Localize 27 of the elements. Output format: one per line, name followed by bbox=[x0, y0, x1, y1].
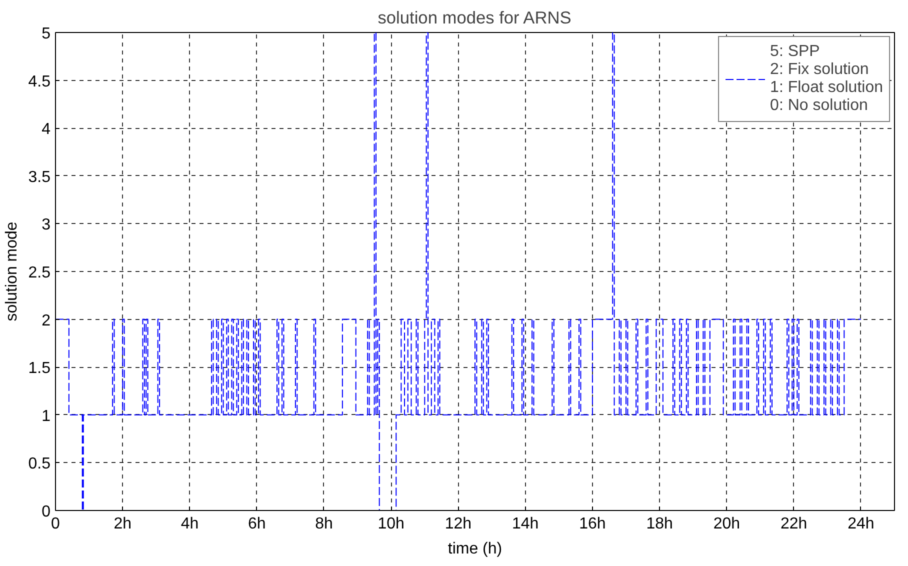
x-tick-label: 22h bbox=[780, 516, 808, 532]
chart-title: solution modes for ARNS bbox=[378, 8, 572, 28]
y-tick-label: 4.5 bbox=[28, 73, 51, 90]
legend-label: 5: SPP 2: Fix solution 1: Float solution 0: No solution bbox=[770, 43, 883, 115]
y-tick-label: 1.5 bbox=[28, 360, 51, 378]
x-tick-label: 12h bbox=[444, 516, 472, 532]
y-tick-label: 0.5 bbox=[28, 456, 51, 473]
y-tick-label: 0 bbox=[42, 504, 51, 520]
x-tick-label: 24h bbox=[848, 516, 874, 532]
x-tick-label: 14h bbox=[512, 516, 539, 532]
x-tick-label: 10h bbox=[378, 516, 404, 532]
x-tick-label: 16h bbox=[579, 516, 606, 532]
x-tick-label: 4h bbox=[180, 516, 199, 532]
y-tick-label: 3 bbox=[42, 216, 51, 234]
y-tick-label: 5 bbox=[42, 26, 51, 42]
x-axis-title: time (h) bbox=[448, 540, 502, 558]
x-tick-label: 2h bbox=[114, 516, 132, 532]
y-tick-label: 2 bbox=[42, 312, 51, 330]
x-tick-label: 20h bbox=[713, 516, 740, 532]
x-tick-label: 6h bbox=[248, 516, 266, 532]
y-tick-label: 4 bbox=[42, 121, 51, 138]
x-tick-label: 18h bbox=[646, 516, 673, 532]
y-tick-label: 3.5 bbox=[28, 168, 51, 186]
y-axis-title: solution mode bbox=[3, 222, 20, 322]
y-tick-label: 2.5 bbox=[28, 264, 51, 282]
x-tick-label: 8h bbox=[315, 516, 333, 532]
y-tick-label: 1 bbox=[42, 408, 51, 425]
